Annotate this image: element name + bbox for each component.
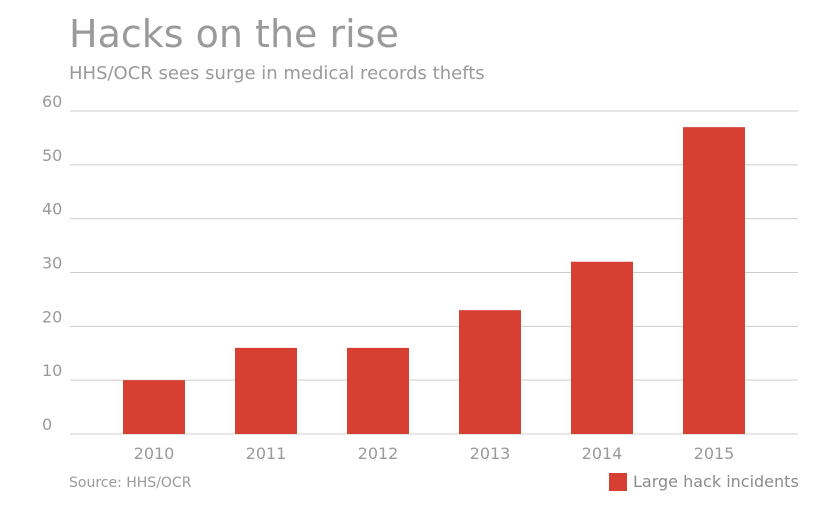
x-tick-label-2011: 2011: [246, 444, 287, 463]
legend: Large hack incidents: [609, 472, 799, 491]
y-tick-label-40: 40: [42, 200, 62, 219]
x-tick-label-2010: 2010: [134, 444, 175, 463]
x-tick-label-2015: 2015: [694, 444, 735, 463]
legend-label: Large hack incidents: [633, 472, 799, 491]
chart-title: Hacks on the rise: [69, 12, 399, 56]
bar-2012: [347, 347, 409, 434]
x-tick-label-2012: 2012: [358, 444, 399, 463]
bar-2014: [571, 261, 633, 434]
y-tick-label-30: 30: [42, 254, 62, 273]
y-tick-label-10: 10: [42, 361, 62, 380]
bar-2015: [683, 127, 745, 435]
y-tick-label-20: 20: [42, 307, 62, 326]
bar-2013: [459, 310, 521, 434]
legend-swatch: [609, 472, 627, 491]
x-tick-label-2013: 2013: [470, 444, 511, 463]
x-tick-label-2014: 2014: [582, 444, 623, 463]
bar-2010: [123, 380, 185, 434]
bar-2011: [235, 347, 297, 434]
y-tick-label-60: 60: [42, 92, 62, 111]
source-note: Source: HHS/OCR: [69, 475, 192, 491]
chart-subtitle: HHS/OCR sees surge in medical records th…: [69, 63, 485, 84]
y-tick-label-0: 0: [42, 415, 52, 434]
y-tick-label-50: 50: [42, 146, 62, 165]
